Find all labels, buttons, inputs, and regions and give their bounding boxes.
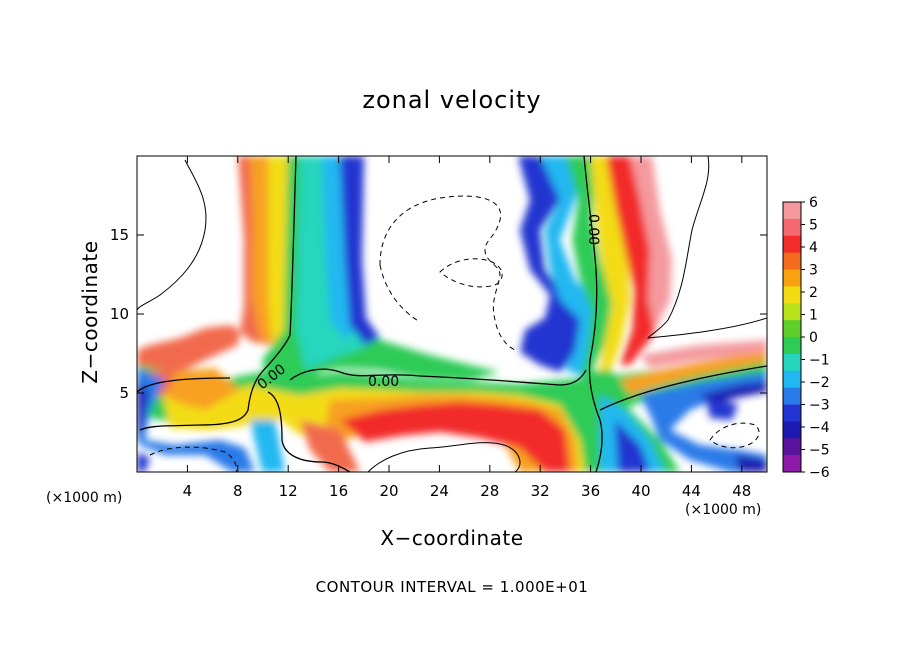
x-tick-label: 24 <box>430 482 449 500</box>
y-tick-label: 5 <box>119 384 129 402</box>
colorbar: 6 5 4 3 2 1 0 −1 −2 −3 −4 −5 −6 <box>782 195 830 481</box>
colorbar-swatch <box>783 438 801 456</box>
colorbar-label: 4 <box>809 240 818 256</box>
colorbar-swatch <box>783 218 801 237</box>
x-tick-label: 48 <box>732 482 751 500</box>
colorbar-label: 0 <box>809 330 818 346</box>
x-tick-label: 12 <box>279 482 298 500</box>
colorbar-swatch <box>783 404 801 422</box>
colorbar-label: −6 <box>809 465 830 481</box>
colorbar-swatch <box>783 269 801 287</box>
x-tick-label: 20 <box>379 482 398 500</box>
x-tick-label: 32 <box>531 482 550 500</box>
x-unit-left: (×1000 m) <box>46 490 123 506</box>
colorbar-label: −3 <box>809 398 830 414</box>
contour-label: 0.00 <box>368 374 399 390</box>
colorbar-label: −5 <box>809 443 830 459</box>
colorbar-label: 6 <box>809 195 818 211</box>
contour-interval-note: CONTOUR INTERVAL = 1.000E+01 <box>315 578 589 596</box>
colorbar-label: 1 <box>809 308 818 324</box>
colorbar-swatch <box>783 320 801 338</box>
x-tick-label: 40 <box>631 482 650 500</box>
y-axis-label: Z−coordinate <box>78 240 102 384</box>
y-tick-label: 10 <box>110 305 129 323</box>
contour-label: 0.00 <box>585 214 601 245</box>
colorbar-swatch <box>783 387 801 405</box>
colorbar-label: 5 <box>809 218 818 234</box>
colorbar-swatch <box>783 202 801 220</box>
x-ticks: 4 8 12 16 20 24 28 32 36 40 44 48 <box>183 156 751 500</box>
x-tick-label: 8 <box>233 482 243 500</box>
colorbar-label: 3 <box>809 263 818 279</box>
x-tick-label: 28 <box>480 482 499 500</box>
colorbar-swatch <box>783 337 801 355</box>
x-unit-right: (×1000 m) <box>685 502 762 518</box>
x-tick-label: 16 <box>329 482 348 500</box>
colorbar-label: 2 <box>809 285 818 301</box>
velocity-field <box>137 156 767 472</box>
colorbar-swatch <box>783 353 801 372</box>
x-axis-label: X−coordinate <box>380 526 524 550</box>
colorbar-swatch <box>783 370 801 389</box>
y-tick-label: 15 <box>110 226 129 244</box>
chart-title: zonal velocity <box>362 86 542 114</box>
colorbar-swatch <box>783 455 801 473</box>
x-tick-label: 36 <box>581 482 600 500</box>
colorbar-swatch <box>783 303 801 321</box>
colorbar-label: −1 <box>809 353 830 369</box>
colorbar-label: −4 <box>809 420 830 436</box>
colorbar-label: −2 <box>809 375 830 391</box>
x-tick-label: 44 <box>682 482 701 500</box>
colorbar-swatch <box>783 421 801 439</box>
x-tick-label: 4 <box>183 482 193 500</box>
y-ticks: 5 10 15 <box>110 226 767 402</box>
colorbar-swatch <box>783 252 801 270</box>
colorbar-swatch <box>783 286 801 304</box>
colorbar-swatch <box>783 235 801 254</box>
